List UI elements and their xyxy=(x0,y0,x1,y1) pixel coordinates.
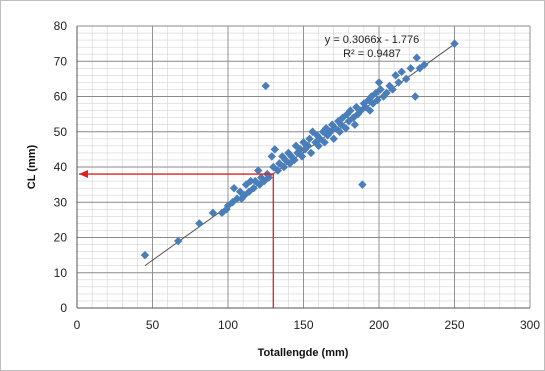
data-point xyxy=(314,141,323,151)
data-point xyxy=(346,106,355,115)
data-point xyxy=(344,116,353,126)
y-tick-label: 70 xyxy=(54,54,68,68)
data-point xyxy=(255,180,264,189)
x-tick-label: 200 xyxy=(369,318,389,332)
axes xyxy=(76,26,530,309)
data-point xyxy=(373,95,382,105)
x-tick-label: 150 xyxy=(293,318,313,332)
data-point xyxy=(397,67,406,77)
data-point xyxy=(341,124,350,133)
data-point xyxy=(320,138,329,147)
data-point xyxy=(232,194,242,203)
x-tick-label: 100 xyxy=(218,318,238,332)
data-point xyxy=(254,166,263,175)
y-tick-label: 60 xyxy=(54,90,68,104)
y-tick-label: 20 xyxy=(54,231,68,245)
data-point xyxy=(140,250,150,260)
data-point xyxy=(249,183,258,193)
data-point xyxy=(335,127,344,136)
data-point xyxy=(264,173,273,182)
x-axis-title: Totallengde (mm) xyxy=(258,347,349,359)
y-tick-label: 40 xyxy=(54,160,68,174)
data-point xyxy=(229,183,239,193)
data-point xyxy=(415,64,424,73)
data-point xyxy=(173,236,183,246)
data-point xyxy=(376,85,385,94)
grid xyxy=(76,25,531,309)
data-point xyxy=(374,78,384,87)
data-point xyxy=(267,152,276,161)
data-point xyxy=(228,198,237,207)
data-point xyxy=(412,53,421,62)
data-point xyxy=(308,127,317,136)
data-point xyxy=(358,180,367,189)
data-point xyxy=(269,162,278,172)
data-point xyxy=(273,166,283,175)
data-point xyxy=(420,60,429,69)
data-point xyxy=(368,99,378,108)
y-tick-label: 50 xyxy=(54,125,68,139)
data-point xyxy=(349,113,358,122)
data-point xyxy=(391,71,400,80)
data-point xyxy=(270,145,280,154)
tick-labels: 0 50 100 150 200 250 300 0 10 20 30 40 50 60 70 80 xyxy=(54,19,541,332)
data-point xyxy=(305,134,314,143)
lookup-arrows xyxy=(79,170,274,308)
data-point xyxy=(279,162,289,172)
y-tick-label: 10 xyxy=(54,266,68,280)
y-axis-title: CL (mm) xyxy=(26,144,38,189)
data-point xyxy=(365,106,375,115)
trendline-r2: R² = 0.9487 xyxy=(343,48,401,60)
trendline-equation: y = 0.3066x - 1.776 xyxy=(325,34,419,46)
data-point xyxy=(297,152,307,161)
data-point xyxy=(306,148,316,158)
data-point xyxy=(329,134,338,143)
x-tick-label: 50 xyxy=(146,318,160,332)
data-point xyxy=(350,120,360,129)
data-point xyxy=(382,88,391,98)
data-point xyxy=(388,85,397,94)
data-point xyxy=(290,155,299,165)
data-point xyxy=(246,176,255,186)
x-tick-label: 300 xyxy=(520,318,540,332)
data-point xyxy=(241,180,251,189)
data-point xyxy=(406,64,415,73)
data-point xyxy=(296,145,305,154)
data-point xyxy=(326,127,335,136)
y-tick-label: 80 xyxy=(54,19,68,33)
y-tick-label: 0 xyxy=(60,301,67,315)
data-point xyxy=(303,141,313,151)
data-points xyxy=(140,39,459,260)
data-point xyxy=(195,219,204,228)
data-point xyxy=(261,81,270,91)
data-point xyxy=(394,78,403,87)
data-point xyxy=(411,92,420,101)
data-point xyxy=(237,194,246,203)
data-point xyxy=(208,208,218,218)
x-tick-label: 0 xyxy=(74,318,81,332)
y-tick-label: 30 xyxy=(54,195,68,209)
data-point xyxy=(401,74,411,84)
x-tick-label: 250 xyxy=(444,318,464,332)
data-point xyxy=(450,39,459,48)
